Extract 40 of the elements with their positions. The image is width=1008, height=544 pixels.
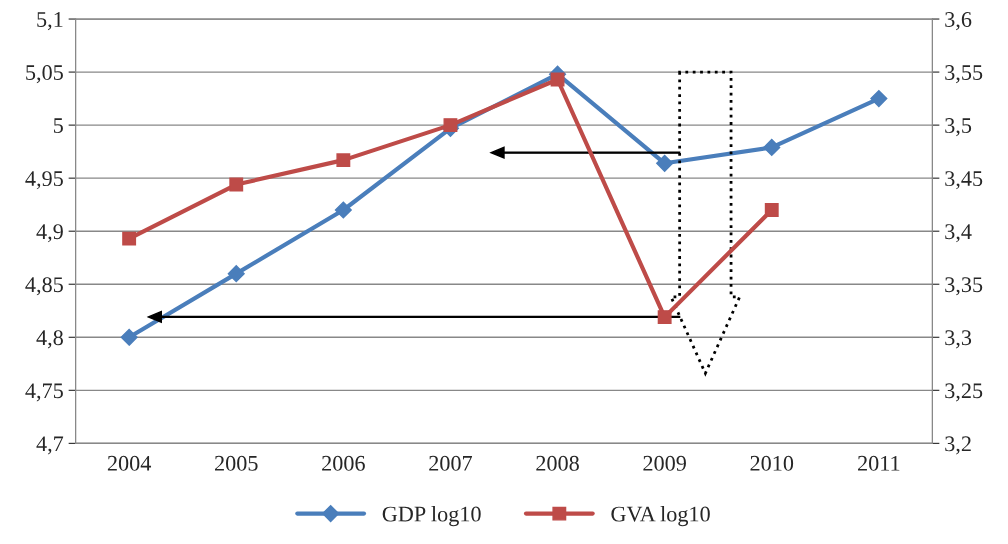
y-tick-label: 5,05 [26,65,63,84]
point [657,310,672,325]
x-tick-label: 2007 [429,455,473,471]
x-tick-label: 2008 [536,455,579,471]
point [120,328,138,346]
y2-tick-label: 3,55 [945,65,983,84]
x-tick-label: 2006 [322,455,365,471]
x-tick-label: 2009 [643,455,686,471]
y2-tick-label: 3,3 [945,330,972,349]
point [763,138,781,156]
point [656,154,674,172]
point [764,203,779,217]
y-tick-label: 5,1 [37,12,63,31]
legend-label: GVA log10 [611,505,710,527]
x-tick-label: 2004 [107,455,152,471]
point [870,90,888,108]
point [336,153,351,168]
legend-label: GDP log10 [382,505,481,527]
y2-tick-label: 3,35 [945,277,983,296]
point [122,231,137,246]
y-tick-label: 5 [53,118,63,134]
y-tick-label: 4,85 [25,277,63,296]
y2-tick-label: 3,2 [945,436,971,455]
y-tick-label: 4,75 [25,383,63,402]
point [227,265,245,283]
y2-tick-label: 3,25 [945,383,983,402]
y2-tick-label: 3,5 [945,118,972,137]
y2-tick-label: 3,4 [945,224,972,243]
y-tick-label: 4,8 [36,330,63,349]
point [334,201,352,219]
x-tick-label: 2010 [750,455,794,471]
y-tick-label: 4,9 [36,224,63,243]
x-tick-label: 2011 [858,455,900,471]
point [443,118,458,133]
y2-tick-label: 3,45 [945,171,983,190]
y-tick-label: 4,7 [36,436,64,455]
point [229,177,244,192]
y-tick-label: 4,95 [25,171,63,190]
y2-tick-label: 3,6 [945,12,972,31]
x-tick-label: 2005 [215,455,258,471]
